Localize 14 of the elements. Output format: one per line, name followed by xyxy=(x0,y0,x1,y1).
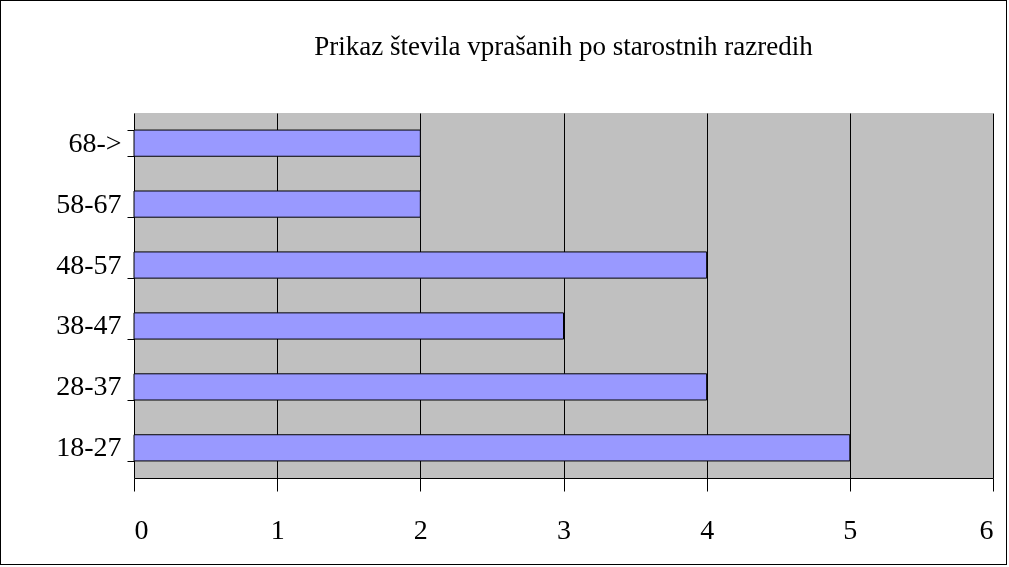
x-tick-label: 4 xyxy=(700,513,715,545)
chart-title: Prikaz števila vprašanih po starostnih razredih xyxy=(314,31,814,61)
x-tick-label: 0 xyxy=(134,513,149,545)
y-tick-label: 28-37 xyxy=(56,370,122,402)
y-tick-label: 68-> xyxy=(68,126,122,158)
y-tick-label: 58-67 xyxy=(56,187,122,219)
y-tick-label: 48-57 xyxy=(56,248,122,280)
x-tick-label: 3 xyxy=(557,513,571,545)
x-tick-label: 5 xyxy=(843,513,858,545)
x-tick-label: 1 xyxy=(270,513,285,545)
y-tick-label: 38-47 xyxy=(56,309,122,341)
x-tick-label: 2 xyxy=(413,513,428,545)
x-tick-label: 6 xyxy=(979,513,994,545)
y-tick-label: 18-27 xyxy=(56,431,122,463)
